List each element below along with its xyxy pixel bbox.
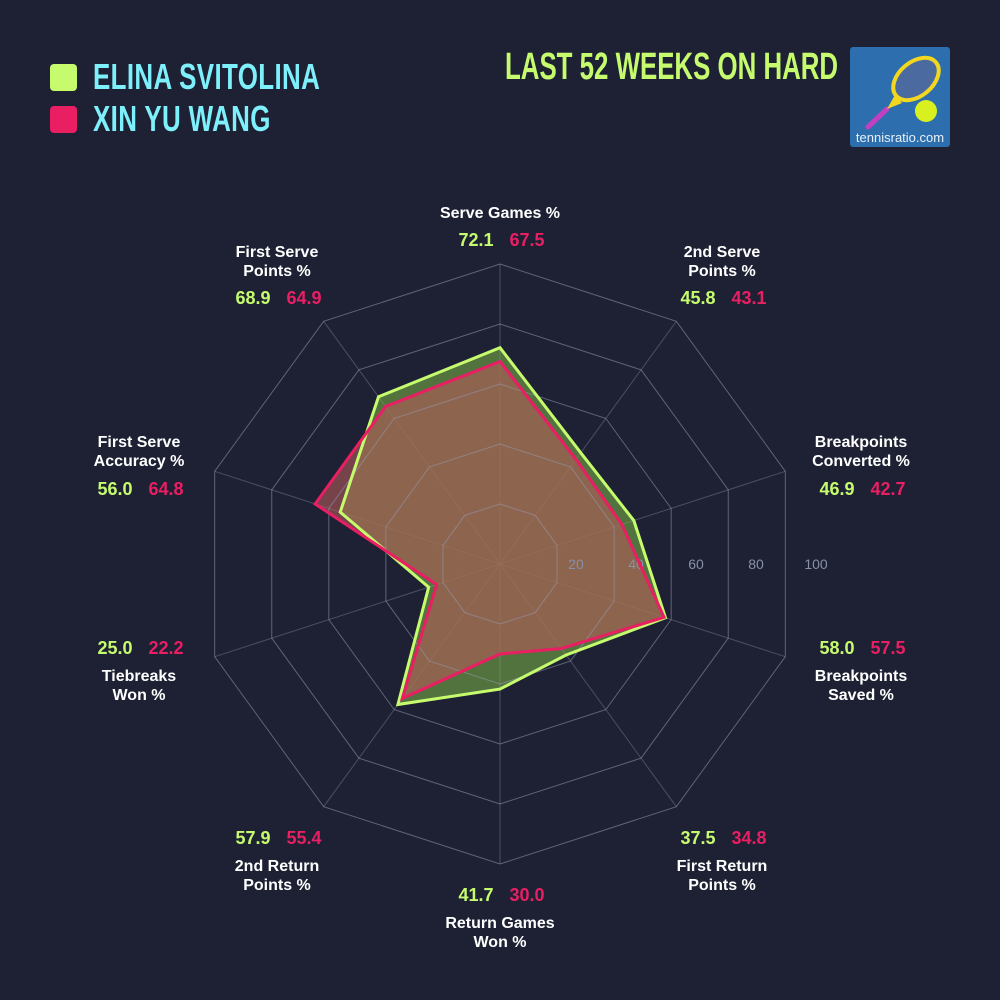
category-label: Serve Games % [440, 205, 560, 222]
category-label: Breakpoints [815, 668, 908, 685]
value-label-wang: 67.5 [509, 230, 544, 250]
category-label: First Serve [236, 244, 319, 261]
legend-label: ELINA SVITOLINA [93, 56, 321, 97]
tennis-racket-ball-icon [865, 55, 941, 130]
category-label: Return Games [445, 915, 554, 932]
grid-ring [271, 323, 729, 805]
legend-item-svitolina: ELINA SVITOLINA [50, 56, 409, 98]
tick-label: 60 [688, 556, 704, 572]
value-label-wang: 34.8 [731, 828, 766, 848]
category-label: 2nd Return [235, 858, 319, 875]
value-label-wang: 55.4 [286, 828, 321, 848]
legend-item-wang: XIN YU WANG [50, 98, 340, 140]
chart-title: LAST 52 WEEKS ON HARD [505, 46, 839, 88]
value-label-svitolina: 25.0 [97, 638, 132, 658]
grid-ring [442, 503, 558, 625]
value-label-svitolina: 68.9 [235, 288, 270, 308]
category-label: Accuracy % [94, 453, 185, 470]
category-label: Won % [112, 687, 165, 704]
legend-swatch [50, 105, 77, 133]
category-label: First Return [677, 858, 768, 875]
value-label-svitolina: 37.5 [680, 828, 715, 848]
value-label-svitolina: 57.9 [235, 828, 270, 848]
category-label: Tiebreaks [102, 668, 177, 685]
value-label-svitolina: 41.7 [458, 885, 493, 905]
legend-swatch [50, 63, 77, 91]
tick-label: 20 [568, 556, 584, 572]
value-label-svitolina: 58.0 [819, 638, 854, 658]
tick-label: 100 [804, 556, 828, 572]
value-label-svitolina: 45.8 [680, 288, 715, 308]
series-line-1 [312, 359, 667, 702]
category-label: Saved % [828, 687, 894, 704]
value-label-svitolina: 72.1 [458, 230, 493, 250]
value-label-wang: 30.0 [509, 885, 544, 905]
grid-ring [214, 263, 786, 865]
category-label: Points % [243, 877, 311, 894]
series-line-0 [338, 345, 668, 707]
category-label: 2nd Serve [684, 244, 761, 261]
value-label-wang: 42.7 [870, 479, 905, 499]
value-label-wang: 64.8 [148, 479, 183, 499]
value-label-wang: 43.1 [731, 288, 766, 308]
tennisratio-logo[interactable]: tennisratio.com [850, 47, 950, 147]
legend-label: XIN YU WANG [93, 98, 271, 139]
category-label: Converted % [812, 453, 910, 470]
value-label-wang: 22.2 [148, 638, 183, 658]
value-label-wang: 64.9 [286, 288, 321, 308]
category-label: Breakpoints [815, 434, 908, 451]
logo-text: tennisratio.com [855, 130, 945, 145]
value-label-svitolina: 46.9 [819, 479, 854, 499]
grid-ring [385, 443, 615, 685]
category-label: First Serve [98, 434, 181, 451]
series-area-1 [315, 361, 665, 699]
value-label-wang: 57.5 [870, 638, 905, 658]
value-label-svitolina: 56.0 [97, 479, 132, 499]
category-label: Points % [688, 877, 756, 894]
category-label: Won % [473, 934, 526, 951]
category-label: Points % [688, 263, 756, 280]
tick-label: 80 [748, 556, 764, 572]
category-label: Points % [243, 263, 311, 280]
